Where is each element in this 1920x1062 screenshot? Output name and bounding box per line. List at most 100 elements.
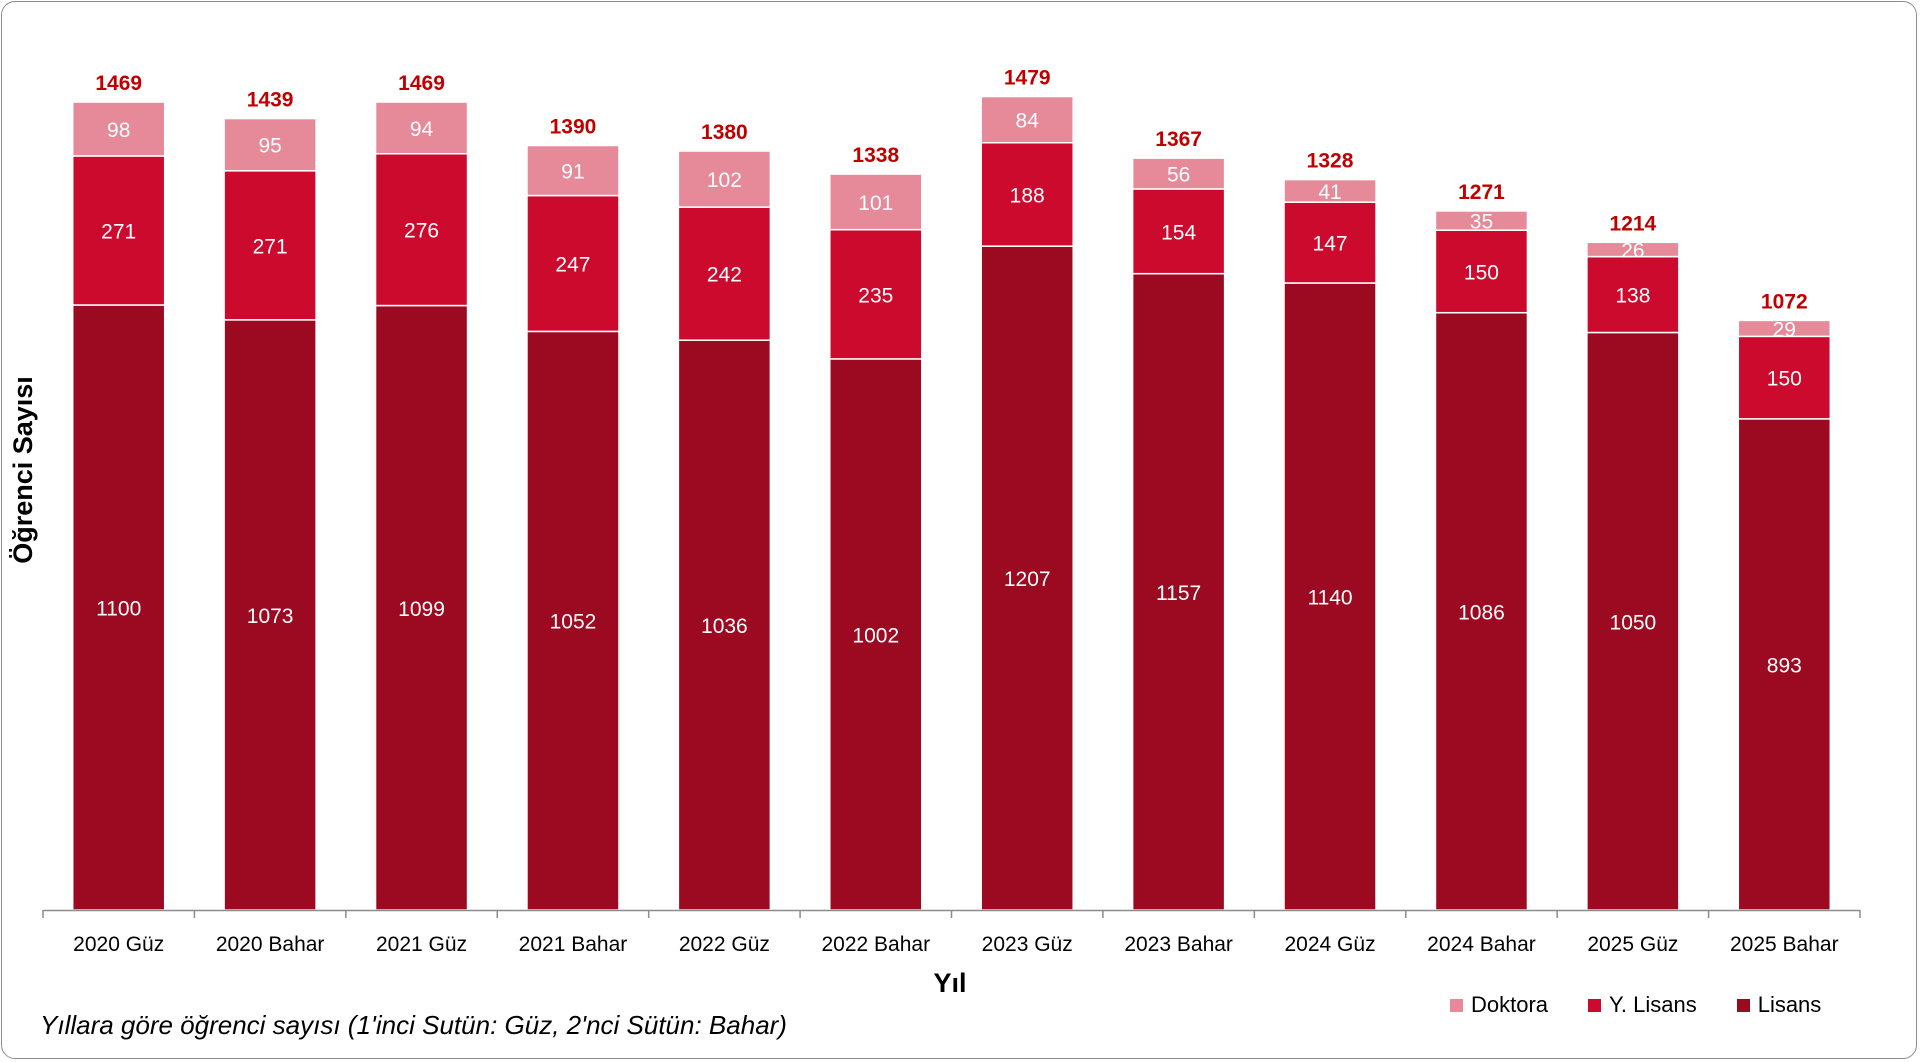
total-label-2025-güz: 1214 bbox=[1610, 212, 1657, 235]
total-label-2024-bahar: 1271 bbox=[1458, 181, 1505, 204]
bar-lisans-2023-bahar bbox=[1131, 272, 1226, 911]
y-axis-title: Öğrenci Sayısı bbox=[8, 376, 38, 564]
bar-doktora-2024-güz bbox=[1283, 178, 1377, 203]
data-label-doktora-2025-güz: 26 bbox=[1621, 239, 1644, 262]
bar-doktora-2023-güz bbox=[980, 95, 1074, 144]
data-label-doktora-2022-bahar: 101 bbox=[858, 192, 893, 215]
figure-caption: Yıllara göre öğrenci sayısı (1'inci Sutü… bbox=[40, 1010, 787, 1040]
data-label-lisans-2021-bahar: 1052 bbox=[550, 611, 597, 634]
legend-item-doktora: Doktora bbox=[1450, 992, 1548, 1018]
bar-doktora-2023-bahar bbox=[1131, 157, 1226, 190]
bar-lisans-2025-güz bbox=[1586, 331, 1680, 911]
bar-ylisans-2021-güz bbox=[374, 153, 469, 307]
bar-doktora-2021-güz bbox=[374, 101, 469, 155]
bar-ylisans-2023-bahar bbox=[1131, 188, 1226, 275]
x-tick-label-2022-bahar: 2022 Bahar bbox=[821, 933, 930, 956]
total-label-2025-bahar: 1072 bbox=[1761, 290, 1808, 313]
total-label-2020-güz: 1469 bbox=[95, 72, 142, 95]
x-tick-label-2020-bahar: 2020 Bahar bbox=[216, 933, 325, 956]
legend-item-lisans: Lisans bbox=[1736, 992, 1822, 1018]
legend-item-ylisans: Y. Lisans bbox=[1588, 992, 1697, 1018]
data-label-doktora-2020-bahar: 95 bbox=[258, 135, 281, 158]
bar-ylisans-2021-bahar bbox=[526, 194, 620, 333]
total-label-2021-güz: 1469 bbox=[398, 72, 445, 95]
bar-ylisans-2025-güz bbox=[1586, 255, 1680, 334]
data-label-lisans-2023-güz: 1207 bbox=[1004, 568, 1051, 591]
legend-label-doktora: Doktora bbox=[1471, 992, 1549, 1017]
total-label-2022-bahar: 1338 bbox=[852, 144, 899, 167]
data-label-ylisans-2020-bahar: 271 bbox=[253, 235, 288, 258]
legend-swatch-ylisans bbox=[1588, 998, 1602, 1012]
data-label-doktora-2022-güz: 102 bbox=[707, 169, 742, 192]
bar-lisans-2020-bahar bbox=[223, 319, 317, 911]
bar-lisans-2021-güz bbox=[374, 304, 469, 911]
data-label-doktora-2024-güz: 41 bbox=[1318, 181, 1341, 204]
total-label-2023-güz: 1479 bbox=[1004, 67, 1051, 90]
bar-doktora-2022-bahar bbox=[829, 173, 923, 231]
bar-doktora-2022-güz bbox=[677, 150, 772, 208]
x-tick-label-2021-güz: 2021 Güz bbox=[376, 933, 467, 956]
bar-ylisans-2024-güz bbox=[1283, 201, 1377, 284]
data-label-doktora-2020-güz: 98 bbox=[107, 119, 130, 142]
data-label-ylisans-2022-bahar: 235 bbox=[858, 284, 893, 307]
data-label-doktora-2021-bahar: 91 bbox=[561, 161, 584, 184]
data-label-lisans-2022-güz: 1036 bbox=[701, 615, 748, 638]
bar-doktora-2025-güz bbox=[1586, 241, 1680, 258]
data-label-lisans-2024-bahar: 1086 bbox=[1458, 601, 1505, 624]
data-label-doktora-2021-güz: 94 bbox=[410, 118, 434, 141]
data-label-ylisans-2022-güz: 242 bbox=[707, 264, 742, 287]
legend: Doktora Y. Lisans Lisans bbox=[1450, 992, 1821, 1018]
bar-lisans-2024-güz bbox=[1283, 282, 1377, 911]
bar-lisans-2024-bahar bbox=[1434, 311, 1529, 911]
x-tick-label-2024-bahar: 2024 Bahar bbox=[1427, 933, 1536, 956]
data-label-lisans-2021-güz: 1099 bbox=[398, 598, 445, 621]
bar-ylisans-2020-bahar bbox=[223, 170, 317, 321]
bar-lisans-2020-güz bbox=[71, 304, 166, 911]
bar-doktora-2025-bahar bbox=[1737, 319, 1832, 338]
data-label-ylisans-2020-güz: 271 bbox=[101, 220, 136, 243]
data-label-ylisans-2023-bahar: 154 bbox=[1161, 221, 1196, 244]
data-label-ylisans-2024-güz: 147 bbox=[1313, 233, 1348, 256]
data-label-lisans-2020-bahar: 1073 bbox=[247, 605, 294, 628]
x-tick-label-2025-güz: 2025 Güz bbox=[1587, 933, 1678, 956]
bar-doktora-2024-bahar bbox=[1434, 210, 1529, 231]
data-label-lisans-2022-bahar: 1002 bbox=[852, 624, 899, 647]
data-label-ylisans-2021-bahar: 247 bbox=[555, 253, 590, 276]
data-label-ylisans-2021-güz: 276 bbox=[404, 220, 439, 243]
x-tick-label-2020-güz: 2020 Güz bbox=[73, 933, 164, 956]
data-label-lisans-2024-güz: 1140 bbox=[1307, 587, 1352, 610]
bars-layer bbox=[71, 95, 1832, 911]
data-label-ylisans-2023-güz: 188 bbox=[1010, 184, 1045, 207]
data-label-lisans-2020-güz: 1100 bbox=[96, 598, 141, 621]
bar-doktora-2020-bahar bbox=[223, 117, 317, 172]
total-label-2024-güz: 1328 bbox=[1307, 150, 1354, 173]
legend-label-lisans: Lisans bbox=[1757, 992, 1822, 1017]
bar-ylisans-2022-bahar bbox=[829, 228, 923, 360]
data-label-doktora-2023-güz: 84 bbox=[1016, 110, 1040, 133]
bar-doktora-2020-güz bbox=[71, 101, 166, 157]
bar-ylisans-2023-güz bbox=[980, 142, 1074, 247]
data-label-ylisans-2025-bahar: 150 bbox=[1767, 368, 1802, 391]
x-tick-label-2025-bahar: 2025 Bahar bbox=[1730, 933, 1839, 956]
x-tick-label-2024-güz: 2024 Güz bbox=[1285, 933, 1376, 956]
bar-ylisans-2024-bahar bbox=[1434, 229, 1529, 314]
bar-ylisans-2025-bahar bbox=[1737, 335, 1832, 420]
data-label-ylisans-2024-bahar: 150 bbox=[1464, 261, 1499, 284]
data-label-doktora-2025-bahar: 29 bbox=[1773, 318, 1796, 341]
bar-lisans-2023-güz bbox=[980, 245, 1074, 911]
data-label-lisans-2025-bahar: 893 bbox=[1767, 654, 1802, 677]
total-label-2021-bahar: 1390 bbox=[550, 116, 597, 139]
total-label-2020-bahar: 1439 bbox=[247, 89, 294, 112]
labels-layer: 1100 271 98 1469 1073 271 95 1439 1099 276 94 1469 1… bbox=[95, 67, 1807, 678]
total-label-2022-güz: 1380 bbox=[701, 121, 748, 144]
total-label-2023-bahar: 1367 bbox=[1155, 128, 1202, 151]
legend-swatch-doktora bbox=[1450, 998, 1463, 1012]
x-axis-title: Yıl bbox=[933, 968, 966, 998]
legend-swatch-lisans bbox=[1736, 998, 1750, 1012]
data-label-doktora-2024-bahar: 35 bbox=[1470, 211, 1493, 234]
bar-lisans-2021-bahar bbox=[526, 330, 620, 911]
data-label-doktora-2023-bahar: 56 bbox=[1167, 164, 1190, 187]
data-label-lisans-2023-bahar: 1157 bbox=[1156, 582, 1201, 605]
x-tick-label-2023-güz: 2023 Güz bbox=[982, 933, 1073, 956]
